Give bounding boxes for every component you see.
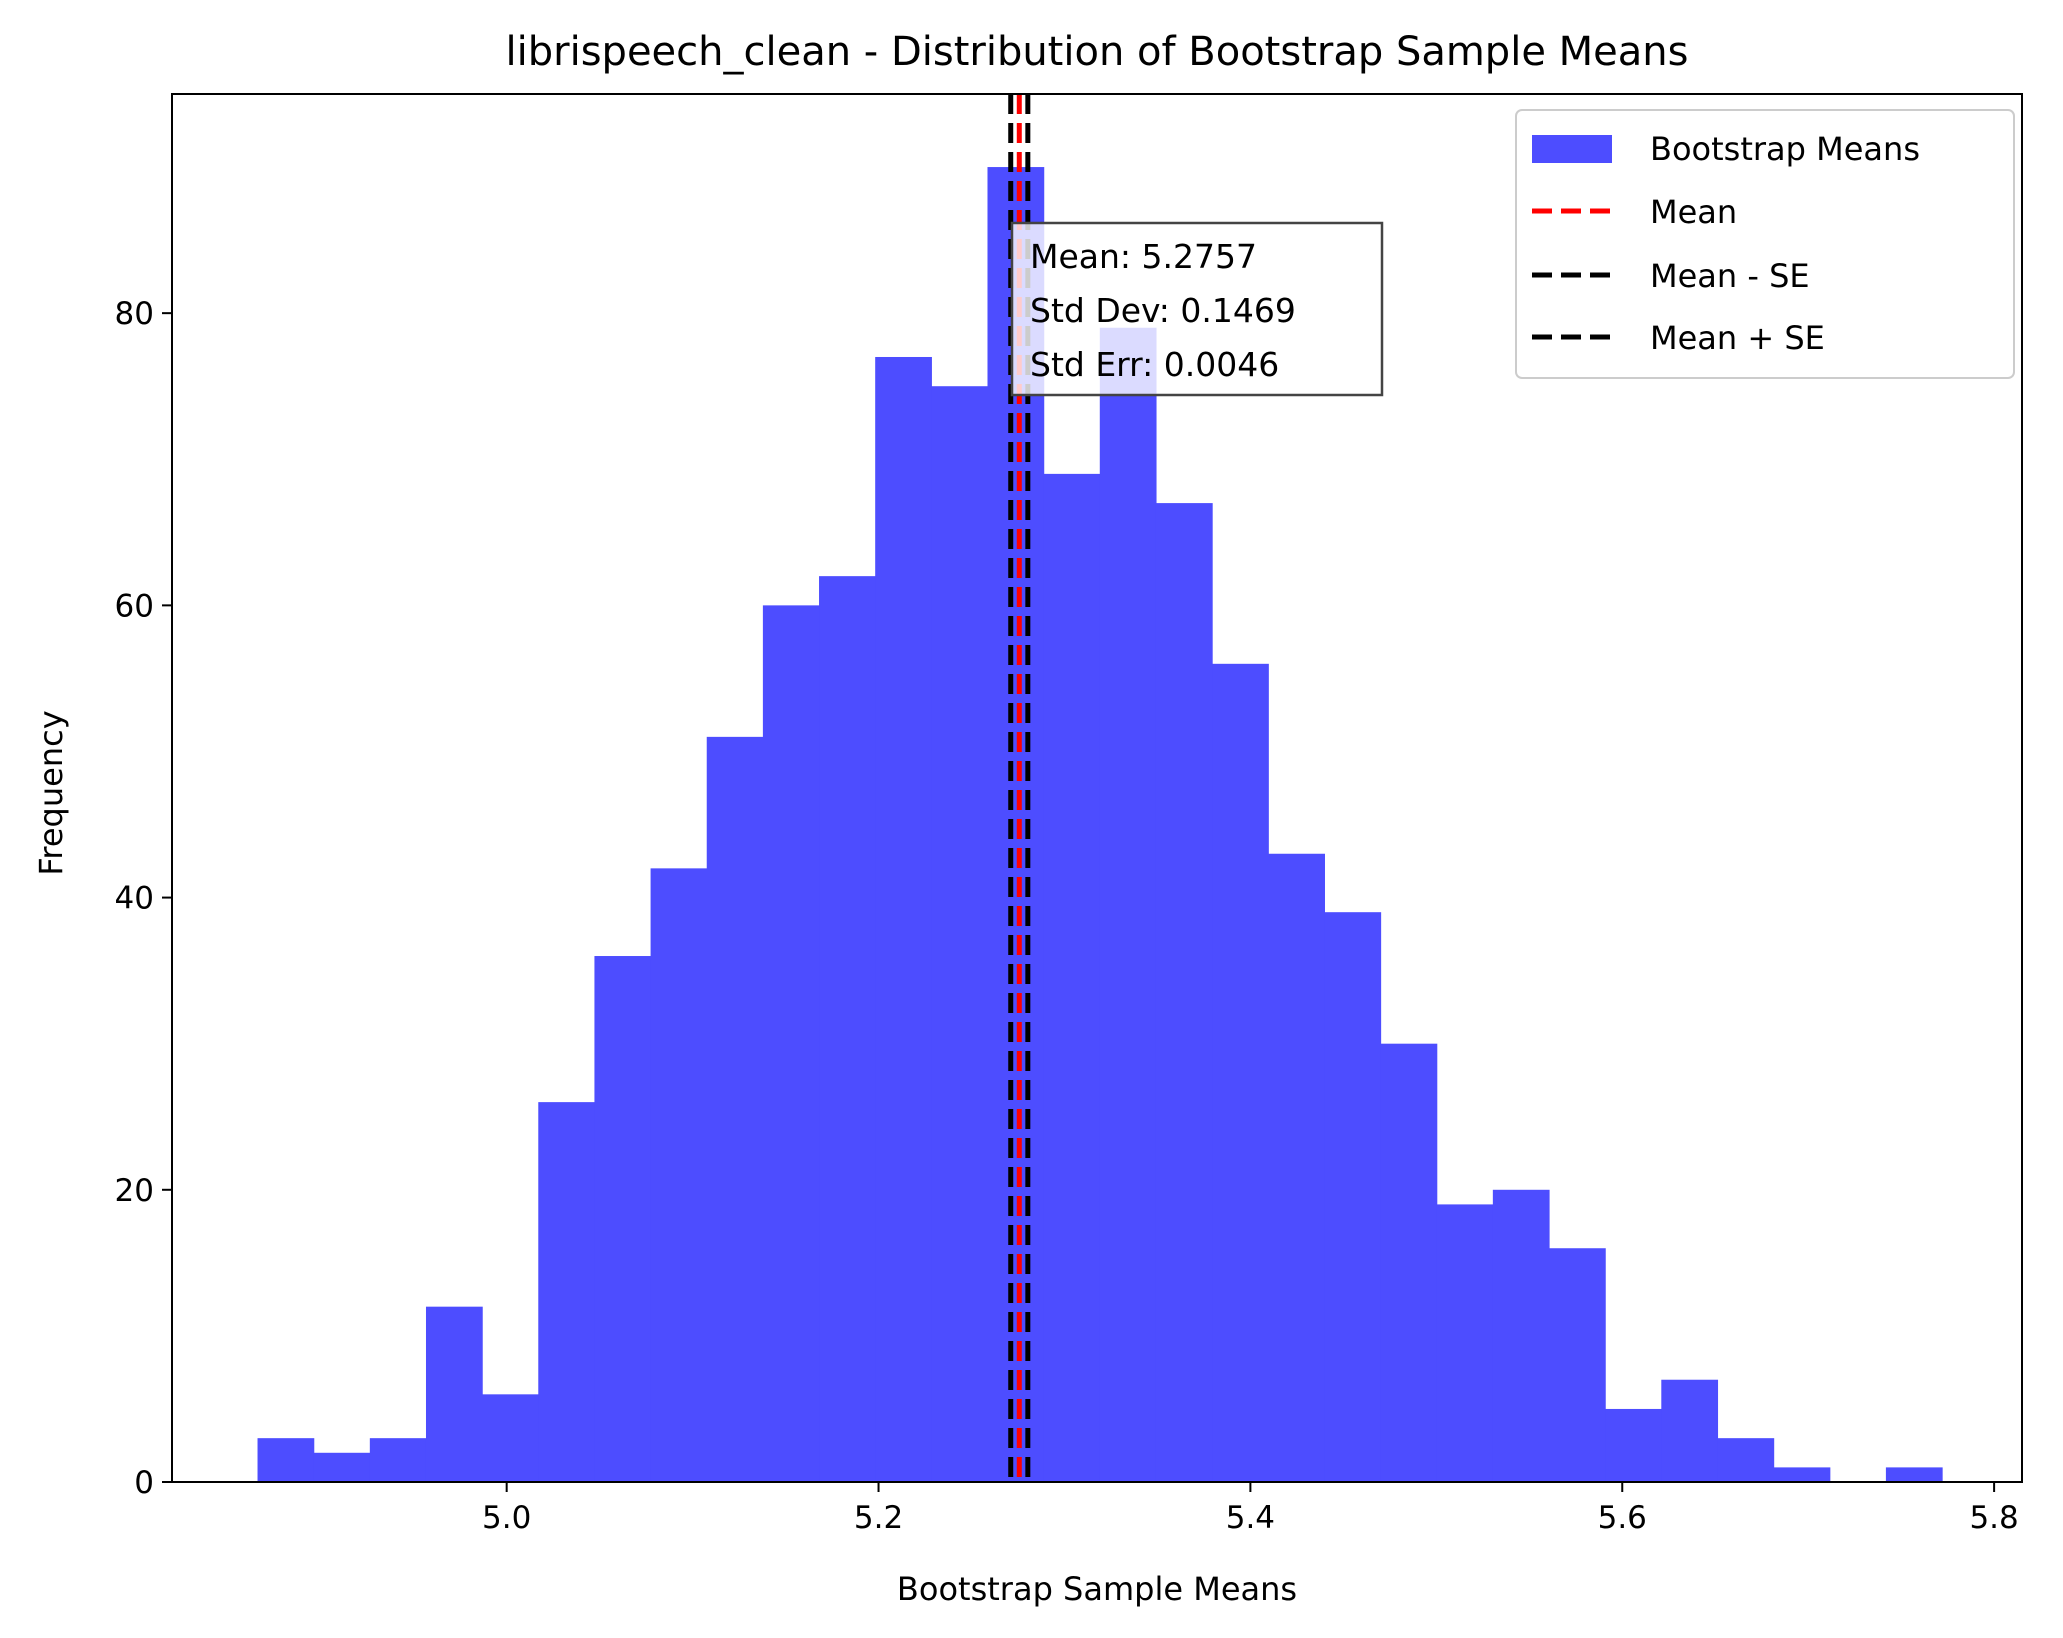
histogram-bar (1605, 1408, 1662, 1482)
x-tick-label: 5.6 (1598, 1500, 1647, 1536)
y-axis-label: Frequency (32, 710, 70, 875)
stats-stddev-text: Std Dev: 0.1469 (1030, 291, 1296, 330)
histogram-bar (425, 1306, 483, 1482)
histogram-bar (1043, 473, 1101, 1483)
histogram-bar (875, 356, 932, 1482)
legend-label-bootstrap-means: Bootstrap Means (1650, 130, 1920, 168)
x-tick-label: 5.4 (1226, 1500, 1275, 1536)
histogram-bar (482, 1394, 539, 1482)
histogram-bar (313, 1452, 371, 1482)
histogram-bar (706, 736, 764, 1482)
legend: Bootstrap Means Mean Mean - SE Mean + SE (1515, 109, 2015, 379)
legend-label-mean: Mean (1650, 193, 1737, 231)
legend-label-mean-plus-se: Mean + SE (1650, 319, 1825, 357)
legend-label-mean-minus-se: Mean - SE (1650, 257, 1810, 295)
x-tick-label: 5.2 (854, 1500, 903, 1536)
histogram-bar (1885, 1467, 1943, 1482)
y-tick-label: 40 (115, 881, 154, 917)
histogram-bar (1268, 853, 1325, 1482)
histogram-bar (1773, 1467, 1831, 1482)
histogram-bar (1717, 1438, 1775, 1482)
y-tick-label: 80 (115, 296, 154, 332)
histogram-bar (762, 605, 820, 1482)
y-tick-label: 60 (115, 588, 154, 624)
histogram-bar (1380, 1043, 1438, 1482)
stats-annotation: Mean: 5.2757 Std Dev: 0.1469 Std Err: 0.… (1010, 221, 1384, 397)
histogram-bar (819, 576, 876, 1482)
x-tick-label: 5.0 (482, 1500, 531, 1536)
stats-stderr-text: Std Err: 0.0046 (1030, 345, 1279, 384)
histogram-bar (1155, 503, 1213, 1482)
x-tick-label: 5.8 (1969, 1500, 2018, 1536)
histogram-bars (257, 167, 1943, 1483)
histogram-bar (1436, 1204, 1494, 1482)
chart-title: librispeech_clean - Distribution of Boot… (506, 29, 1689, 75)
histogram-bar (650, 868, 708, 1482)
x-axis-ticks: 5.0 5.2 5.4 5.6 5.8 (482, 1482, 2019, 1536)
histogram-bar (1324, 912, 1382, 1482)
histogram-bar (1548, 1248, 1606, 1482)
y-tick-label: 20 (115, 1173, 154, 1209)
y-axis-ticks: 0 20 40 60 80 (115, 296, 172, 1501)
plot-frame (171, 93, 2023, 1483)
histogram-bar (257, 1438, 315, 1482)
x-axis-label: Bootstrap Sample Means (897, 1570, 1297, 1608)
histogram-bar (538, 1102, 596, 1482)
histogram-bar (1099, 327, 1157, 1482)
histogram-bar (1661, 1379, 1719, 1482)
histogram-bar (594, 956, 652, 1482)
stats-mean-text: Mean: 5.2757 (1030, 237, 1257, 276)
stats-box (1010, 221, 1384, 397)
histogram-bar (1212, 663, 1269, 1482)
legend-swatch-bootstrap-means (1532, 135, 1612, 163)
histogram-bar (369, 1438, 427, 1482)
histogram-bar (931, 386, 989, 1482)
legend-frame (1515, 109, 2015, 379)
histogram-bar (1492, 1189, 1550, 1482)
y-tick-label: 0 (134, 1465, 154, 1501)
